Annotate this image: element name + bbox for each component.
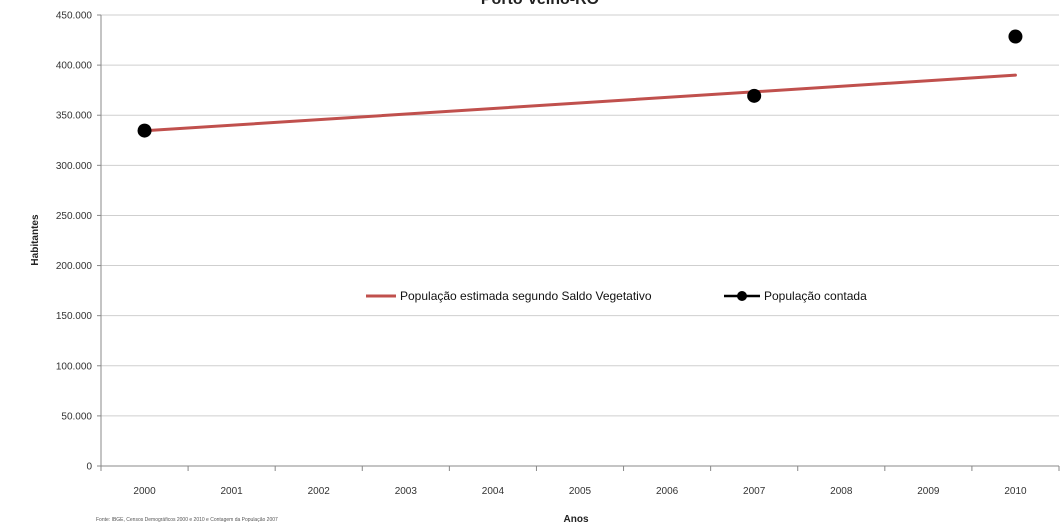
y-tick-label: 450.000 (56, 11, 93, 22)
x-tick-label: 2009 (917, 486, 940, 497)
legend-label-counted: População contada (764, 289, 867, 303)
y-tick-label: 250.000 (56, 211, 93, 222)
y-tick-label: 50.000 (61, 411, 92, 422)
y-axis-title: Habitantes (30, 214, 41, 266)
x-tick-label: 2002 (308, 486, 331, 497)
chart-title: Porto Velho-RO (481, 0, 599, 8)
y-tick-label: 400.000 (56, 61, 93, 72)
legend: População estimada segundo Saldo Vegetat… (366, 289, 867, 303)
x-tick-label: 2005 (569, 486, 592, 497)
x-tick-label: 2008 (830, 486, 853, 497)
legend-swatch-counted-marker (737, 291, 747, 301)
data-point-counted (747, 88, 762, 103)
x-tick-label: 2000 (133, 486, 156, 497)
y-tick-label: 0 (86, 462, 92, 473)
data-point-counted (1008, 29, 1023, 44)
series (137, 29, 1023, 138)
y-tick-label: 300.000 (56, 161, 93, 172)
x-tick-label: 2001 (221, 486, 244, 497)
y-tick-label: 350.000 (56, 111, 93, 122)
series-line-estimated (143, 73, 1017, 133)
y-tick-label: 100.000 (56, 361, 93, 372)
x-tick-label: 2006 (656, 486, 679, 497)
x-tick-label: 2003 (395, 486, 418, 497)
source-note: Fonte: IBGE, Censos Demográficos 2000 e … (96, 517, 278, 523)
x-tick-label: 2007 (743, 486, 766, 497)
x-tick-label: 2004 (482, 486, 505, 497)
y-tick-label: 200.000 (56, 261, 93, 272)
axes: 0 50.000 100.000 150.000 200.000 250.000 300.0… (56, 11, 1060, 497)
legend-label-estimated: População estimada segundo Saldo Vegetat… (400, 289, 652, 303)
data-point-counted (137, 123, 152, 138)
y-tick-label: 150.000 (56, 311, 93, 322)
x-tick-label: 2010 (1004, 486, 1027, 497)
gridlines (101, 14, 1059, 417)
x-axis-title: Anos (564, 514, 589, 524)
